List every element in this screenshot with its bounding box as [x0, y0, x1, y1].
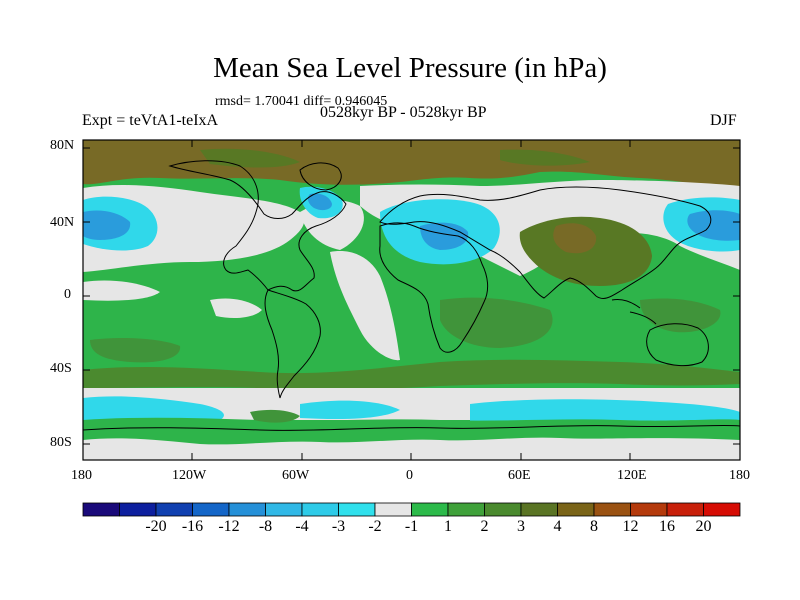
- colorbar-box: [557, 502, 595, 517]
- contour-mediterranean-low-core: [420, 222, 469, 250]
- contour-arctic-olive: [200, 148, 300, 168]
- colorbar-label: -20: [145, 518, 167, 535]
- contour-antarctic-light: [83, 437, 740, 460]
- x-tick-180w: 180: [71, 468, 92, 483]
- x-tick-180e: 180: [729, 468, 750, 483]
- contour-arctic-olive-2: [500, 149, 590, 166]
- colorbar-label: -1: [404, 518, 419, 535]
- contour-southern-low-east: [470, 399, 740, 422]
- colorbar-label: 20: [695, 518, 712, 535]
- colorbar-label: -12: [218, 518, 240, 535]
- colorbar-box: [630, 502, 668, 517]
- colorbar-box: [374, 502, 412, 517]
- colorbar-box: [520, 502, 558, 517]
- contour-south-pacific-olive: [90, 338, 181, 363]
- colorbar-box: [666, 502, 704, 517]
- colorbar-label: -4: [295, 518, 309, 535]
- x-tick-60e: 60E: [508, 468, 531, 483]
- colorbar-box: [484, 502, 522, 517]
- contour-icelandic-low-core: [307, 193, 332, 211]
- colorbar-label: 8: [590, 518, 598, 535]
- y-tick-0: 0: [64, 287, 71, 302]
- contour-tropical-atlantic-light: [330, 251, 400, 361]
- contour-southern-low-mid: [300, 400, 400, 420]
- coastline-antarctica: [83, 424, 740, 431]
- x-tick-120e: 120E: [617, 468, 647, 483]
- contour-tropical-pacific-light: [83, 280, 160, 301]
- coastlines: [83, 160, 740, 431]
- period-subtitle: 0528kyr BP - 0528kyr BP: [320, 104, 487, 121]
- colorbar-box: [155, 502, 193, 517]
- colorbar-label: 2: [480, 518, 489, 535]
- x-tick-120w: 120W: [172, 468, 207, 483]
- colorbar-box: [447, 502, 485, 517]
- chart-title: Mean Sea Level Pressure (in hPa): [213, 52, 607, 84]
- colorbar-box: [228, 502, 266, 517]
- season-label: DJF: [710, 112, 737, 129]
- coastline-indonesia: [611, 299, 657, 325]
- colorbar-label: 3: [517, 518, 525, 535]
- contour-aleutian-low-west-core: [83, 210, 131, 240]
- colorbar-label: 1: [444, 518, 452, 535]
- contour-field: [83, 140, 740, 460]
- colorbar-label: -3: [331, 518, 346, 535]
- y-tick-80s: 80S: [50, 435, 72, 450]
- contour-indian-ocean-olive: [440, 297, 553, 348]
- colorbar-box: [82, 502, 120, 517]
- contour-tropical-patch-light: [210, 298, 262, 318]
- contour-asian-high-core: [553, 223, 597, 254]
- x-tick-60w: 60W: [282, 468, 310, 483]
- coastline-north-america: [168, 160, 347, 292]
- colorbar-box: [593, 502, 631, 517]
- contour-southern-ocean-olive: [83, 359, 740, 390]
- y-tick-40n: 40N: [50, 215, 75, 230]
- colorbar-label: 4: [553, 518, 562, 535]
- colorbar-box: [338, 502, 376, 517]
- contour-southern-low-west: [83, 396, 224, 420]
- contour-west-pacific-olive: [640, 298, 721, 333]
- colorbar-label: -16: [181, 518, 204, 535]
- stats-line: rmsd= 1.70041 diff= 0.946045: [215, 94, 388, 109]
- colorbar-box: [301, 502, 339, 517]
- contour-antarctic-olive-patch: [250, 409, 300, 423]
- coastline-south-america: [264, 289, 321, 399]
- axis-ticks: [82, 140, 741, 460]
- colorbar-label: -8: [258, 518, 273, 535]
- coastline-australia: [646, 323, 709, 367]
- colorbar-box: [703, 502, 741, 517]
- experiment-label: Expt = teVtA1-teIxA: [82, 112, 219, 129]
- colorbar-label: -2: [368, 518, 382, 535]
- colorbar-label: 12: [622, 518, 639, 535]
- coastline-africa: [379, 222, 489, 353]
- y-tick-80n: 80N: [50, 138, 75, 153]
- colorbar-box: [411, 502, 449, 517]
- x-tick-0: 0: [406, 468, 413, 483]
- colorbar-box: [119, 502, 157, 517]
- y-tick-40s: 40S: [50, 361, 72, 376]
- coastline-eurasia: [379, 186, 712, 299]
- coastline-greenland: [299, 162, 342, 191]
- colorbar: [82, 502, 741, 517]
- colorbar-label: 16: [659, 518, 675, 535]
- colorbar-box: [265, 502, 303, 517]
- colorbar-box: [192, 502, 230, 517]
